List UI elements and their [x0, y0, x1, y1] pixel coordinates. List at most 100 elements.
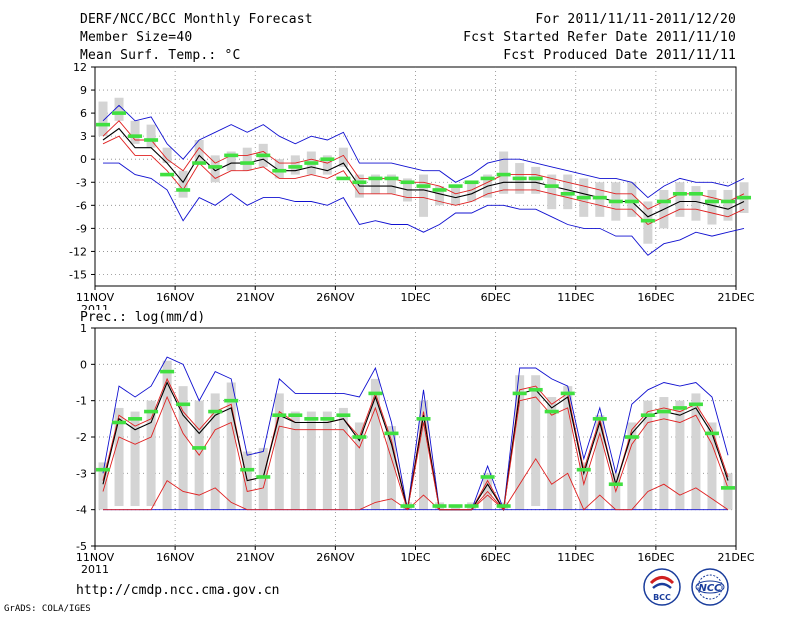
- title-left: DERF/NCC/BCC Monthly Forecast: [80, 12, 313, 27]
- precip-member-mark: [416, 417, 431, 421]
- ncc-logo-text: NCC: [698, 583, 722, 594]
- precip-spread-box: [675, 400, 685, 510]
- precip-member-mark: [192, 446, 207, 450]
- temp-year-label: 2011: [81, 303, 109, 310]
- fcst-produced-date: Fcst Produced Date 2011/11/11: [503, 48, 736, 63]
- precip-spread-box: [595, 415, 605, 510]
- temp-member-mark: [640, 218, 655, 223]
- temp-spread-box: [707, 189, 717, 225]
- temp-spread-box: [98, 101, 108, 137]
- temp-spread-box: [146, 124, 156, 148]
- precip-ytick-label: -5: [76, 540, 87, 553]
- precip-spread-box: [130, 411, 140, 507]
- precip-year-label: 2011: [81, 563, 109, 575]
- precip-member-mark: [96, 467, 111, 472]
- precip-xtick-label: 6DEC: [481, 551, 511, 564]
- temp-member-mark: [400, 180, 415, 185]
- precip-member-mark: [352, 435, 367, 439]
- precip-member-mark: [688, 402, 703, 407]
- temp-spread-box: [194, 140, 204, 164]
- precip-spread-box: [627, 422, 637, 510]
- precip-spread-box: [579, 462, 589, 510]
- temp-ytick-label: 3: [80, 130, 87, 143]
- precip-member-mark: [144, 409, 159, 414]
- precip-spread-box: [210, 393, 220, 510]
- temp-member-mark: [688, 191, 703, 196]
- temp-member-mark: [496, 172, 511, 177]
- temp-member-mark: [720, 199, 735, 204]
- temp-member-mark: [464, 180, 479, 185]
- precip-member-mark: [128, 417, 143, 421]
- forecast-period: For 2011/11/11-2011/12/20: [535, 12, 736, 27]
- temperature-chart: 12 9 6 3 0 -3 -6 -9 -12 -15 11NOV 16NOV 21NOV 26NOV 1D…: [69, 61, 755, 310]
- temp-member-mark: [737, 195, 752, 200]
- temp-spread-box: [130, 120, 140, 144]
- temp-member-mark: [336, 176, 351, 181]
- precip-spread-box: [274, 393, 284, 510]
- precip-member-mark: [496, 504, 511, 508]
- precip-member-mark: [528, 387, 543, 392]
- precip-member-mark: [240, 467, 255, 472]
- temp-member-mark: [144, 138, 159, 142]
- precip-member-mark: [336, 413, 351, 417]
- precip-spread-box: [322, 411, 332, 510]
- temp-ensemble-min-line: [103, 162, 745, 256]
- temp-member-mark: [704, 199, 719, 204]
- precip-xtick-label: 26NOV: [316, 551, 355, 564]
- precip-lower-spread-line: [102, 395, 729, 511]
- precip-spread-box: [354, 422, 364, 510]
- temp-spread-box: [627, 182, 637, 217]
- precip-member-mark: [512, 391, 527, 396]
- temp-xtick-label: 1DEC: [400, 291, 430, 304]
- precip-ytick-label: -2: [76, 431, 87, 444]
- precip-spread-box: [226, 382, 236, 510]
- precip-member-mark: [608, 482, 623, 487]
- temp-member-mark: [624, 199, 639, 204]
- temp-spread-box: [435, 186, 445, 206]
- temp-ensemble-max-line: [102, 104, 745, 199]
- precip-xtick-label: 16NOV: [156, 551, 195, 564]
- bcc-logo: BCC: [643, 568, 681, 606]
- temp-member-mark: [112, 111, 127, 115]
- temp-spread-box: [595, 182, 605, 217]
- precip-xtick-label: 1DEC: [400, 551, 430, 564]
- temp-spread-box: [290, 155, 300, 175]
- precip-xtick-label: 21DEC: [717, 551, 754, 564]
- temp-member-mark: [304, 161, 319, 165]
- temp-member-mark: [528, 176, 543, 181]
- precip-ensemble-max-line: [102, 356, 729, 511]
- precip-member-mark: [176, 402, 191, 407]
- temp-ytick-label: 0: [80, 153, 87, 166]
- temp-spread-box: [210, 155, 220, 183]
- temp-spread-box: [643, 201, 653, 244]
- precip-member-mark: [272, 413, 287, 417]
- temp-ytick-label: -9: [76, 222, 87, 235]
- temp-upper-spread-line: [102, 120, 745, 210]
- temp-xtick-label: 11DEC: [557, 291, 594, 304]
- precip-variable-label: Prec.: log(mm/d): [80, 310, 206, 325]
- precip-member-mark: [544, 409, 559, 414]
- temp-member-mark: [448, 184, 463, 188]
- temp-ytick-label: 6: [80, 107, 87, 120]
- temp-member-mark: [272, 168, 287, 173]
- precip-spread-box: [146, 400, 156, 507]
- precip-lower-bound-line: [103, 457, 729, 511]
- precip-member-mark: [624, 435, 639, 439]
- temp-member-mark: [240, 161, 255, 165]
- temp-member-mark: [544, 184, 559, 188]
- temp-spread-box: [691, 186, 701, 221]
- temp-member-mark: [192, 161, 207, 165]
- precip-xtick-label: 16DEC: [637, 551, 674, 564]
- temp-spread-box: [274, 159, 284, 179]
- precip-xtick-label: 11NOV: [76, 551, 115, 564]
- precip-spread-box: [258, 447, 268, 510]
- temp-spread-box: [386, 174, 396, 194]
- temp-spread-box: [322, 155, 332, 175]
- precip-ensemble-mean-line: [102, 381, 729, 512]
- temp-xtick-label: 21DEC: [717, 291, 754, 304]
- precip-spread-box: [515, 375, 525, 510]
- temp-member-mark: [592, 195, 607, 200]
- temp-spread-box: [451, 186, 461, 206]
- temp-member-mark: [224, 153, 239, 158]
